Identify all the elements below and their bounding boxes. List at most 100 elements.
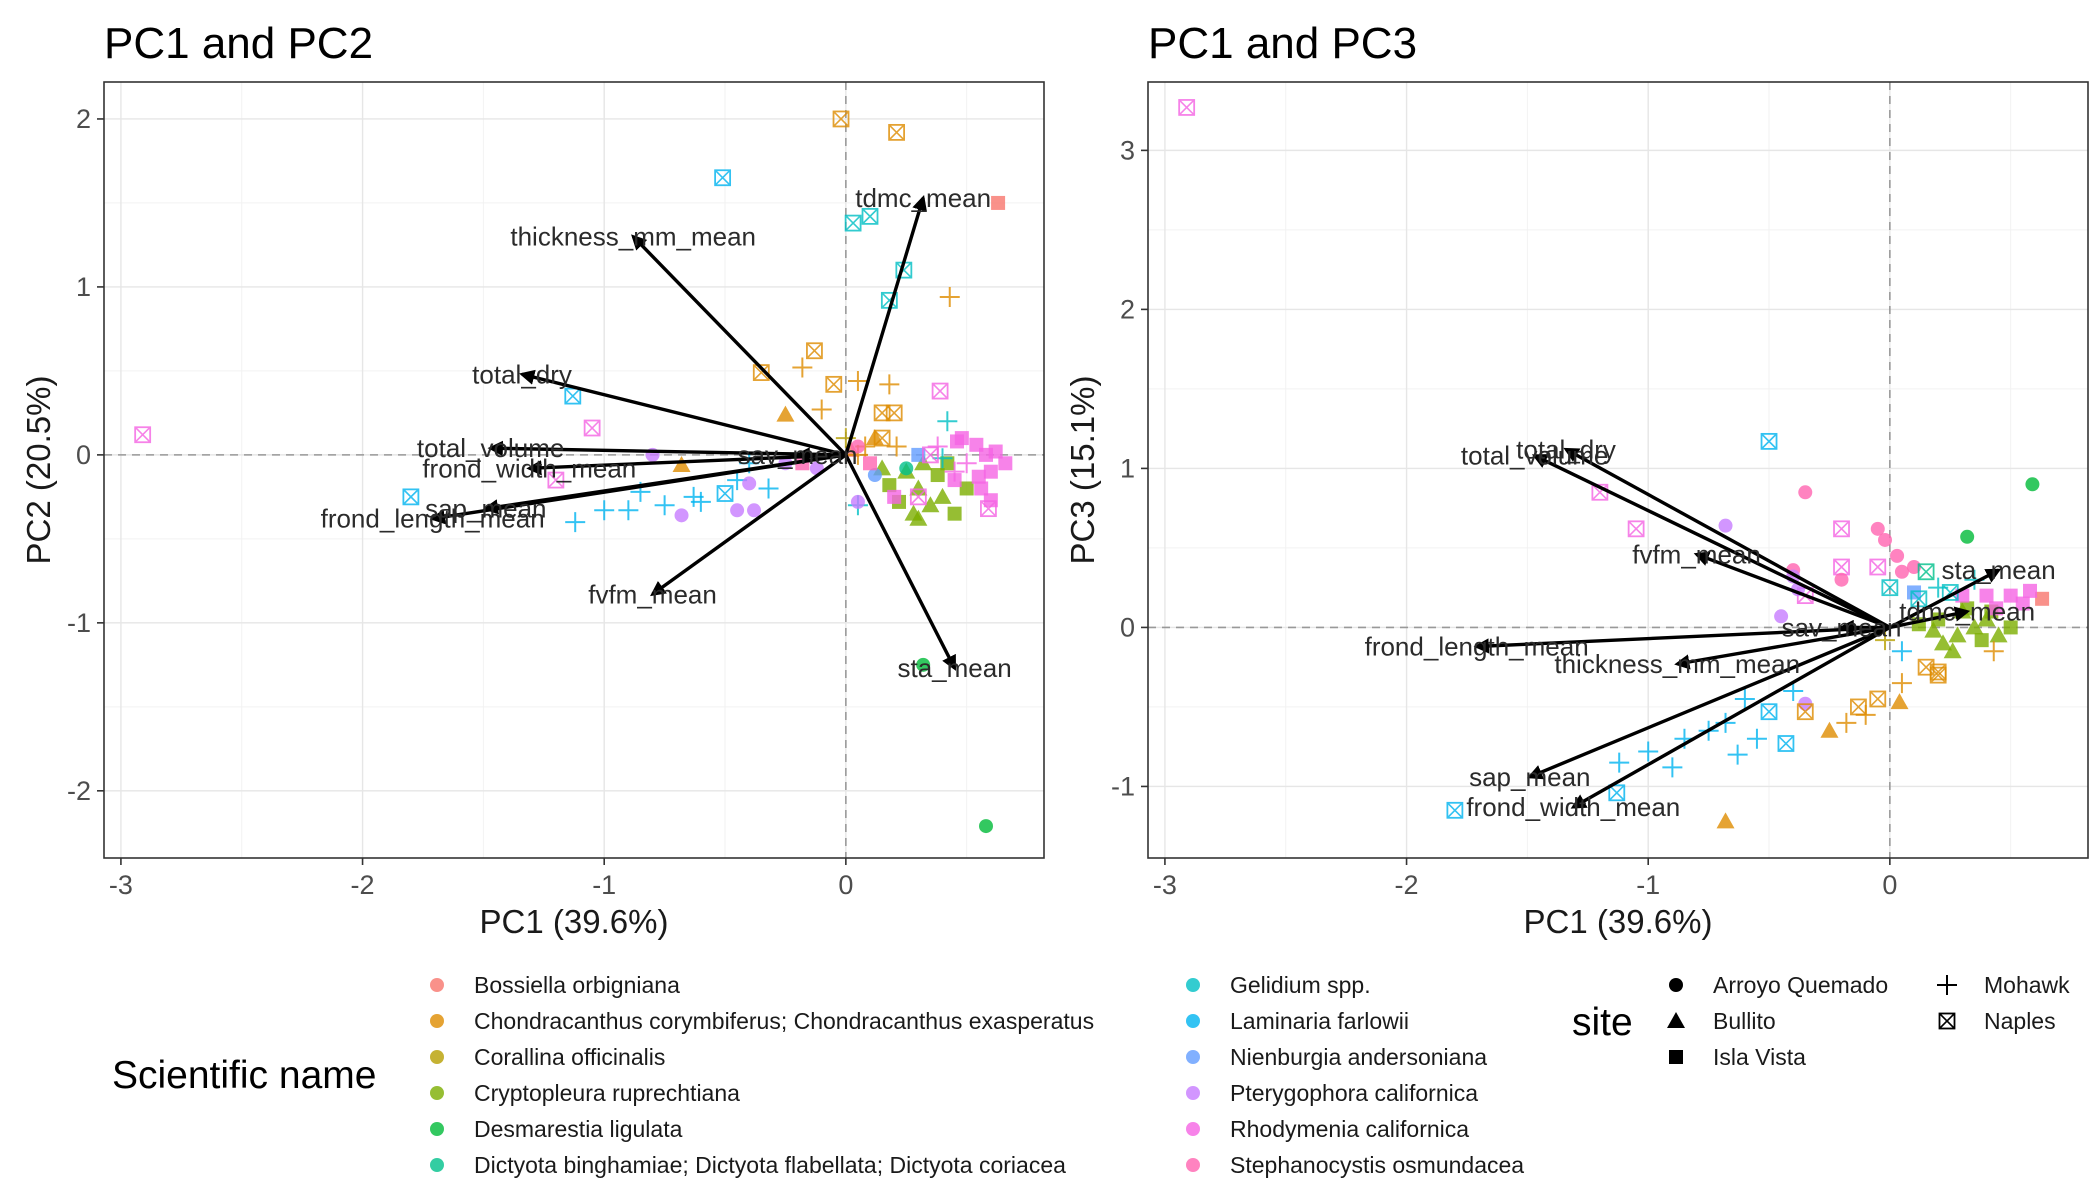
- loading-label: total_dry: [1516, 434, 1616, 464]
- data-point: [887, 489, 902, 504]
- loading-arrow: [1473, 625, 1890, 654]
- data-point: [747, 503, 762, 518]
- ticks-pc1-pc3: -3 -2 -1 0 -1 0 1 2 3: [1111, 135, 1897, 900]
- data-point: [1891, 641, 1912, 662]
- legend-species-swatch: [1186, 1158, 1200, 1172]
- data-point: [939, 286, 960, 307]
- loading-arrow: [519, 369, 847, 457]
- data-point: [1929, 663, 1947, 681]
- data-point: [1774, 609, 1789, 624]
- data-point: [971, 469, 986, 484]
- data-point: [1783, 681, 1804, 702]
- data-point: [1627, 520, 1645, 538]
- data-point: [811, 399, 832, 420]
- data-point: [931, 382, 949, 400]
- legend-species-swatch: [1186, 1086, 1200, 1100]
- legend-species-label: Rhodymenia californica: [1230, 1116, 1469, 1142]
- data-point: [564, 387, 582, 405]
- data-point: [825, 375, 843, 393]
- data-point: [940, 456, 955, 471]
- data-point: [921, 496, 940, 513]
- legend-species-label: Chondracanthus corymbiferus; Chondracant…: [474, 1008, 1094, 1034]
- data-point: [594, 500, 615, 521]
- loading-label: total_dry: [472, 359, 572, 389]
- loading-arrow: [526, 453, 846, 476]
- loading-label: sta_mean: [897, 653, 1011, 683]
- data-point: [959, 481, 974, 496]
- loading-label: tdmc_mean: [1899, 597, 2035, 627]
- data-point: [911, 447, 926, 462]
- legend-species-label: Nienburgia andersoniana: [1230, 1044, 1487, 1070]
- data-point: [863, 456, 878, 471]
- legend-species-swatch: [430, 1086, 444, 1100]
- data-point: [1836, 712, 1857, 733]
- panel-title-pc1-pc3: PC1 and PC3: [1148, 19, 1417, 68]
- y-tick-label: 0: [76, 440, 91, 470]
- loading-arrow: [1526, 625, 1891, 780]
- legend-species-swatch: [1186, 1122, 1200, 1136]
- data-point: [916, 657, 931, 672]
- data-point: [1727, 744, 1748, 765]
- loading-arrow: [650, 453, 847, 597]
- data-point: [909, 509, 928, 526]
- loading-arrow: [844, 454, 957, 671]
- data-point: [1870, 521, 1885, 536]
- data-point: [1983, 641, 2004, 662]
- loading-arrow: [429, 453, 847, 525]
- x-tick-label: -3: [1153, 870, 1177, 900]
- loading-arrow: [1674, 625, 1891, 670]
- data-point: [1974, 633, 1989, 648]
- loading-label: sap_mean: [425, 494, 546, 524]
- panel-title-pc1-pc2: PC1 and PC2: [104, 19, 373, 68]
- data-point: [927, 436, 948, 457]
- data-point: [402, 488, 420, 506]
- legend-species-label: Corallina officinalis: [474, 1044, 665, 1070]
- x-tick-label: -2: [351, 870, 375, 900]
- legend-site-label: Arroyo Quemado: [1713, 972, 1888, 998]
- legend-species-label: Pterygophora californica: [1230, 1080, 1478, 1106]
- data-point: [1917, 563, 1935, 581]
- data-point: [1890, 548, 1905, 563]
- legend-species-swatch: [430, 1014, 444, 1028]
- data-point: [909, 479, 928, 496]
- legend-species-title: Scientific name: [112, 1054, 376, 1097]
- data-point: [850, 494, 865, 509]
- data-point: [861, 207, 879, 225]
- loadings-pc1-pc2: tdmc_mean thickness_mm_mean total_drytotal…: [321, 183, 1012, 683]
- data-point: [1943, 642, 1962, 659]
- data-point: [983, 464, 998, 479]
- y-tick-label: 0: [1120, 612, 1135, 642]
- data-point: [885, 404, 903, 422]
- data-point: [873, 429, 891, 447]
- data-point: [1875, 630, 1896, 651]
- legend-site-entries: Arroyo Quemado Bullito Isla Vista Mohawk Nap…: [1667, 972, 2070, 1070]
- loading-label: fvfm_mean: [588, 579, 717, 609]
- y-tick-label: 1: [76, 272, 91, 302]
- data-point: [991, 195, 1006, 210]
- data-point: [1734, 688, 1755, 709]
- legend-species-label: Bossiella orbigniana: [474, 972, 680, 998]
- panel-border-pc1-pc3: [1147, 81, 2089, 859]
- data-point: [1989, 626, 2008, 643]
- data-point: [1965, 618, 1984, 635]
- legend-species-label: Desmarestia ligulata: [474, 1116, 683, 1142]
- data-point: [776, 405, 795, 422]
- points-pc1-pc2: [134, 110, 1013, 834]
- data-point: [956, 453, 977, 474]
- data-point: [969, 437, 984, 452]
- data-point: [1907, 560, 1922, 574]
- data-point: [867, 468, 882, 483]
- data-point: [847, 370, 868, 391]
- legend-site-swatch: [1938, 1012, 1956, 1030]
- data-point: [947, 473, 962, 488]
- legend-species-swatch: [430, 1050, 444, 1064]
- panel-border-pc1-pc2: [103, 81, 1045, 859]
- y-tick-label: -1: [67, 608, 91, 638]
- data-point: [1718, 518, 1733, 533]
- data-point: [583, 419, 601, 437]
- legend-species-swatch: [430, 1158, 444, 1172]
- loading-label: total_volume: [1461, 441, 1608, 471]
- legend: Scientific name Bossiella orbigniana Chon…: [112, 972, 2070, 1178]
